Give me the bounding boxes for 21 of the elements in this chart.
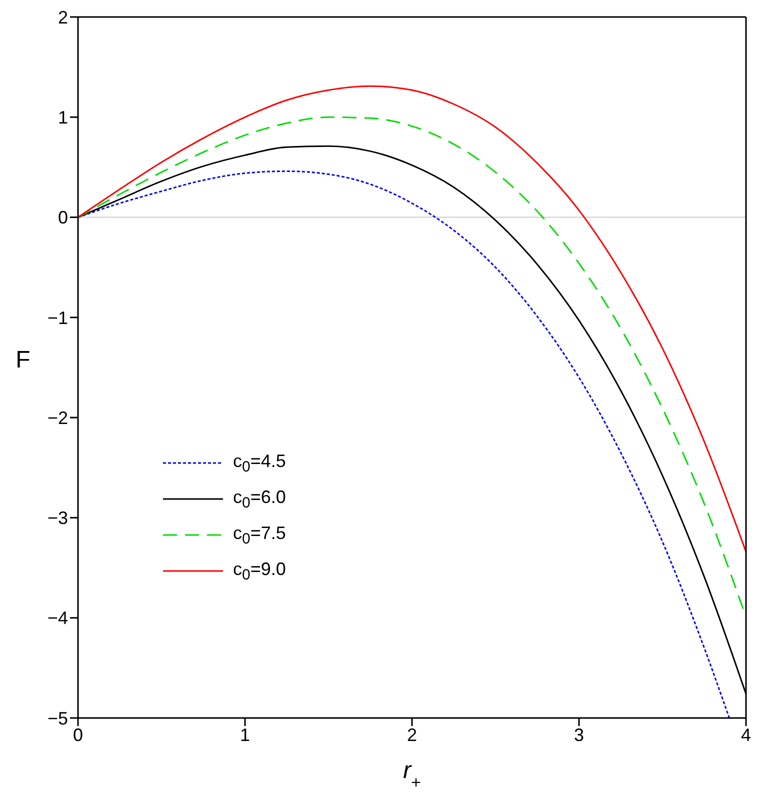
line-series (78, 116, 746, 618)
y-tick-label: −5 (47, 708, 68, 728)
x-tick-label: 3 (574, 724, 584, 745)
y-tick-label: 0 (58, 208, 68, 228)
legend-label: c$_{0}$=7.5 (233, 522, 286, 548)
line-series (78, 85, 746, 553)
y-tick-label: 2 (58, 7, 68, 28)
y-tick-label: −3 (47, 508, 68, 528)
x-tick-label: 1 (240, 724, 250, 745)
legend-label: c$_{0}$=4.5 (233, 450, 286, 476)
y-axis-title: F (16, 346, 30, 374)
y-tick-label: −2 (47, 408, 68, 428)
legend-label: c$_{0}$=9.0 (233, 558, 286, 584)
x-tick-label: 0 (72, 724, 84, 745)
y-tick-label: −1 (47, 308, 68, 328)
y-tick-label: −4 (47, 608, 68, 628)
x-tick-label: 4 (740, 724, 752, 745)
y-tick-label: 1 (58, 108, 68, 128)
x-tick-label: 2 (406, 724, 418, 745)
legend-label: c$_{0}$=6.0 (233, 486, 286, 512)
x-axis-title: r$_{+}$ (403, 757, 421, 792)
